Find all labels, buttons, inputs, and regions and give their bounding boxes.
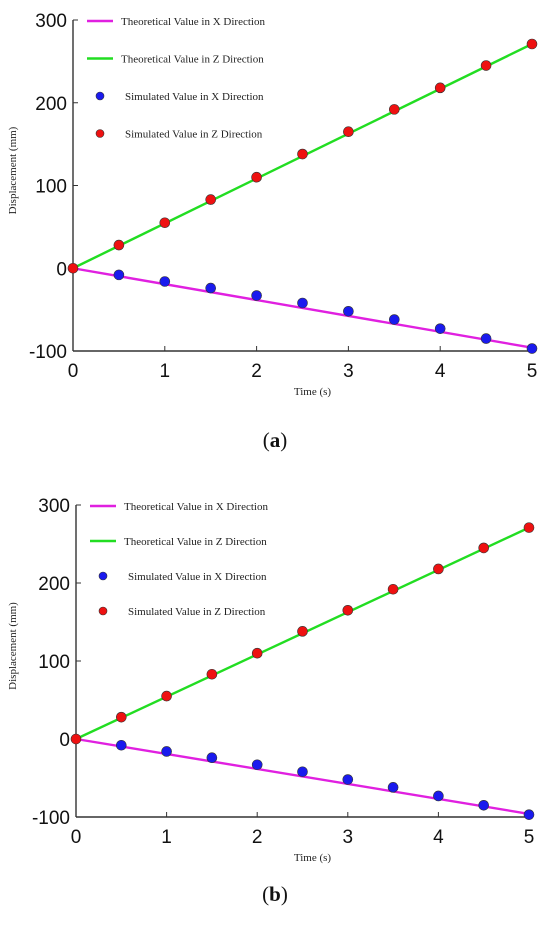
chart-a-legend-label-2: Simulated Value in X Direction	[125, 91, 264, 103]
chart-b-z-point	[116, 711, 127, 723]
chart-b-z-point	[297, 626, 308, 637]
chart-a-z-point	[480, 60, 492, 71]
chart-a-y-tick-label: 200	[35, 94, 67, 115]
chart-a-y-tick-label: 0	[56, 259, 67, 280]
chart-b-z-point	[251, 647, 263, 659]
chart-b-x-tick-label: 0	[71, 827, 82, 848]
chart-b-legend-swatch-2	[98, 571, 108, 581]
chart-a-z-point	[205, 194, 216, 205]
chart-b-x-tick-label: 4	[433, 827, 444, 848]
chart-b-x-point	[433, 790, 444, 802]
chart-b-z-point	[161, 690, 172, 702]
panel-b-caption: (b)	[262, 882, 288, 906]
chart-a-z-point	[159, 217, 171, 229]
chart-b-y-tick-label: 100	[38, 652, 70, 673]
panel-a-caption: (a)	[262, 428, 288, 452]
chart-b-x-point	[387, 782, 399, 793]
chart-b-legend-label-1: Theoretical Value in Z Direction	[124, 536, 267, 548]
chart-b-x-tick-label: 3	[343, 827, 354, 848]
chart-b-x-point	[478, 799, 490, 811]
chart-b-x-point	[206, 752, 218, 764]
chart-a-x-tick-label: 2	[251, 361, 262, 382]
chart-b-x-tick-label: 5	[524, 827, 535, 848]
chart-b-y-tick-label: 0	[59, 730, 70, 751]
chart-a-z-point	[388, 104, 400, 115]
chart-b-x-point	[116, 739, 127, 751]
chart-a-y-tick-label: 300	[35, 11, 67, 32]
chart-b-legend-label-0: Theoretical Value in X Direction	[124, 501, 268, 513]
chart-a-z-point	[251, 171, 262, 183]
chart-b-x-point	[161, 746, 172, 757]
chart-a-x-tick-label: 5	[527, 361, 538, 382]
chart-b-x-tick-label: 1	[161, 827, 172, 848]
chart-b-x-point	[342, 774, 354, 785]
chart-b-legend-label-3: Simulated Value in Z Direction	[128, 606, 266, 618]
chart-a-x-point	[297, 297, 308, 309]
chart-b-x-point	[297, 766, 308, 778]
chart-b-y-tick-label: 300	[38, 496, 70, 517]
chart-b-z-point	[206, 668, 218, 680]
chart-a-z-point	[113, 239, 125, 251]
chart-b-z-point	[387, 583, 399, 595]
chart-b-x-tick-label: 2	[252, 827, 263, 848]
chart-a-y-axis-label: Displacement (mm)	[7, 126, 19, 214]
chart-a-y-tick-label: -100	[29, 342, 67, 363]
chart-a-legend-label-3: Simulated Value in Z Direction	[125, 129, 263, 141]
chart-a-x-point	[480, 333, 492, 344]
chart-b-z-point	[523, 522, 535, 533]
chart-a-y-tick-label: 100	[35, 177, 67, 198]
chart-b-legend-label-2: Simulated Value in X Direction	[128, 571, 267, 583]
chart-a-legend-label-1: Theoretical Value in Z Direction	[121, 54, 264, 66]
chart-a-x-point	[205, 282, 216, 294]
chart-a-x-tick-label: 0	[68, 361, 79, 382]
chart-a-x-point	[434, 323, 446, 334]
chart-a-z-point	[343, 126, 354, 138]
chart-a-z-point	[526, 38, 538, 50]
chart-a-x-point	[526, 343, 538, 354]
chart-a-z-point	[67, 262, 79, 274]
chart-a-x-point	[343, 305, 354, 317]
chart-a-x-point	[388, 314, 400, 325]
chart-a-x-tick-label: 3	[343, 361, 354, 382]
chart-b-z-point	[70, 733, 82, 745]
chart-b-z-point	[342, 604, 354, 616]
chart-b-y-axis-label: Displacement (mm)	[7, 602, 19, 690]
chart-a-legend-label-0: Theoretical Value in X Direction	[121, 16, 265, 28]
chart-a-x-point	[159, 276, 171, 287]
chart-a-x-tick-label: 1	[160, 361, 171, 382]
chart-a-x-point	[113, 269, 125, 281]
chart-a-legend-swatch-2	[95, 91, 105, 101]
chart-a-z-point	[434, 82, 446, 94]
chart-b-x-point	[251, 759, 263, 771]
chart-a-x-point	[251, 290, 262, 301]
chart-b-z-point	[478, 542, 490, 554]
chart-b-y-tick-label: 200	[38, 574, 70, 595]
chart-a-legend-swatch-3	[95, 129, 105, 138]
chart-b-y-tick-label: -100	[32, 808, 70, 829]
chart-b-x-point	[523, 809, 535, 820]
chart-b-legend-swatch-3	[98, 606, 108, 616]
chart-a-x-axis-label: Time (s)	[294, 386, 332, 398]
chart-b-x-axis-label: Time (s)	[294, 852, 332, 864]
chart-a-x-tick-label: 4	[435, 361, 446, 382]
chart-a-z-point	[297, 148, 308, 160]
chart-b-z-point	[433, 563, 444, 575]
